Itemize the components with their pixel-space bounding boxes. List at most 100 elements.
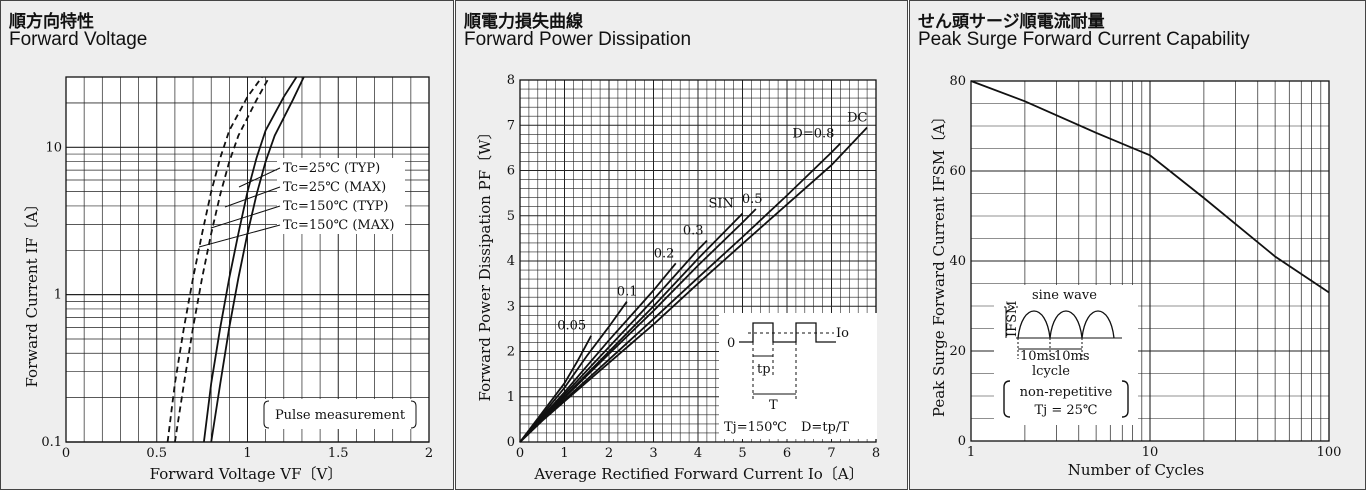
y-tick-label: 5 xyxy=(507,209,515,224)
series-label: 0.1 xyxy=(617,285,638,300)
inset-condition-tj: Tj=150℃ xyxy=(724,420,787,435)
inset-condition-duty: D=tp/T xyxy=(801,420,849,435)
forward-voltage-chart: 0 0.5 1 1.5 2 0.1 1 10 Forward Voltage VF〔V〕 Fo… xyxy=(23,76,433,483)
y-tick-label: 0 xyxy=(958,434,966,449)
chart1-y-axis-label: Forward Current IF〔A〕 xyxy=(23,196,41,387)
right-bracket xyxy=(1121,380,1129,418)
pulse-measurement-note: Pulse measurement xyxy=(261,399,419,429)
chart3-title: せん頭サージ順電流耐量 xyxy=(918,12,1105,31)
inset-t-label: T xyxy=(769,398,778,413)
power-dissipation-panel: 順電力損失曲線 Forward Power Dissipation 0 1 2 3 4 5… xyxy=(455,0,908,490)
chart1-legend-box xyxy=(277,158,405,234)
chart2-y-axis-label: Forward Power Dissipation PF〔W〕 xyxy=(476,124,494,401)
legend-leader-line xyxy=(224,186,281,208)
y-tick-label: 1 xyxy=(507,390,515,405)
legend-leader-line xyxy=(238,167,281,188)
x-tick-label: 0.5 xyxy=(146,446,167,461)
x-tick-label: 7 xyxy=(827,446,835,461)
x-tick-label: 4 xyxy=(694,446,702,461)
x-tick-label: 0 xyxy=(516,446,524,461)
right-bracket xyxy=(410,400,417,429)
series-line xyxy=(519,126,868,443)
x-tick-label: 1 xyxy=(560,446,568,461)
x-tick-label: 0 xyxy=(62,446,70,461)
legend-item-tc150-max: Tc=150℃ (MAX) xyxy=(283,218,394,233)
x-tick-label: 1 xyxy=(967,445,975,460)
series-label: SIN xyxy=(709,196,734,211)
series-line xyxy=(203,76,298,443)
chart3-subtitle: Peak Surge Forward Current Capability xyxy=(918,29,1250,50)
inset-cycle-label: lcycle xyxy=(1032,364,1070,379)
y-tick-label: 2 xyxy=(507,345,515,360)
series-label: 0.05 xyxy=(557,319,586,334)
x-tick-label: 1 xyxy=(243,446,251,461)
y-tick-label: 4 xyxy=(507,254,515,269)
plot-frame xyxy=(519,79,877,443)
x-tick-label: 3 xyxy=(649,446,657,461)
x-tick-label: 10 xyxy=(1142,445,1159,460)
duty-cycle-inset: 0 Io tp T Tj=150℃ D=tp/T xyxy=(719,313,877,439)
x-tick-label: 5 xyxy=(738,446,746,461)
legend-item-tc25-typ: Tc=25℃ (TYP) xyxy=(283,161,380,176)
series-label: DC xyxy=(847,111,867,126)
series-line xyxy=(970,80,1330,294)
x-tick-label: 2 xyxy=(425,446,433,461)
y-tick-label: 3 xyxy=(507,299,515,314)
power-dissipation-chart: 0 1 2 3 4 5 6 7 8 0 1 2 3 4 5 6 7 8 0.05 0.1 0.2 0.3 SIN 0.5 D=0… xyxy=(476,73,880,483)
left-bracket xyxy=(263,400,270,429)
y-tick-label: 10 xyxy=(45,140,62,155)
chart1-title: 順方向特性 xyxy=(9,12,94,31)
y-tick-label: 7 xyxy=(507,118,515,133)
y-tick-label: 6 xyxy=(507,164,515,179)
sine-wave-inset: sine wave IFSM 10ms 10ms lcycle non-repe… xyxy=(994,285,1138,425)
inset-io-label: Io xyxy=(836,326,849,341)
legend-item-tc25-max: Tc=25℃ (MAX) xyxy=(283,180,386,195)
series-line xyxy=(519,301,628,443)
legend-item-tc150-typ: Tc=150℃ (TYP) xyxy=(283,199,388,214)
series-label: 0.2 xyxy=(654,246,675,261)
series-line xyxy=(210,76,305,443)
surge-current-panel: せん頭サージ順電流耐量 Peak Surge Forward Current C… xyxy=(909,0,1366,490)
chart2-subtitle: Forward Power Dissipation xyxy=(464,29,692,50)
y-tick-label: 1 xyxy=(54,288,62,303)
series-label: 0.5 xyxy=(742,192,763,207)
y-tick-label: 0.1 xyxy=(41,435,62,450)
series-line xyxy=(174,76,271,443)
inset-sine-wave-title: sine wave xyxy=(1032,288,1097,303)
surge-current-chart: 1 10 100 0 20 40 60 80 Number of Cycles Peak Su… xyxy=(930,74,1342,479)
y-tick-label: 20 xyxy=(949,344,966,359)
plot-frame xyxy=(65,76,430,443)
inset-ifsm-label: IFSM xyxy=(1005,301,1020,337)
inset-ms-2-label: 10ms xyxy=(1054,349,1090,364)
y-tick-label: 0 xyxy=(507,435,515,450)
x-tick-label: 1.5 xyxy=(328,446,349,461)
inset-tp-label: tp xyxy=(757,362,771,377)
x-tick-label: 8 xyxy=(872,446,880,461)
inset-note-2: Tj = 25℃ xyxy=(1035,403,1098,418)
pulse-measurement-label: Pulse measurement xyxy=(275,408,406,423)
sine-half-waves xyxy=(1017,310,1115,339)
chart3-x-axis-label: Number of Cycles xyxy=(1068,461,1205,479)
chart3-y-axis-label: Peak Surge Forward Current IFSM〔A〕 xyxy=(930,109,948,417)
series-line xyxy=(519,335,592,443)
y-tick-label: 80 xyxy=(949,74,966,89)
x-tick-label: 100 xyxy=(1317,445,1342,460)
chart2-x-axis-label: Average Rectified Forward Current Io〔A〕 xyxy=(533,465,863,483)
inset-note-1: non-repetitive xyxy=(1020,385,1113,400)
forward-voltage-panel: 順方向特性 Forward Voltage 0 0.5 1 1.5 2 0.1 1 10 Fo… xyxy=(0,0,454,490)
inset-zero-label: 0 xyxy=(727,336,735,351)
chart1-subtitle: Forward Voltage xyxy=(9,29,148,50)
chart1-legend: Tc=25℃ (TYP) Tc=25℃ (MAX) Tc=150℃ (TYP) … xyxy=(198,158,405,248)
y-tick-label: 8 xyxy=(507,73,515,88)
note-box xyxy=(261,399,419,429)
chart2-title: 順電力損失曲線 xyxy=(464,12,583,31)
left-bracket xyxy=(1003,380,1011,418)
chart1-x-axis-label: Forward Voltage VF〔V〕 xyxy=(150,465,343,483)
series-line xyxy=(166,76,263,443)
y-tick-label: 40 xyxy=(949,254,966,269)
series-label: 0.3 xyxy=(683,224,704,239)
legend-leader-line xyxy=(210,205,281,229)
y-tick-label: 60 xyxy=(949,164,966,179)
legend-leader-line xyxy=(198,224,281,248)
